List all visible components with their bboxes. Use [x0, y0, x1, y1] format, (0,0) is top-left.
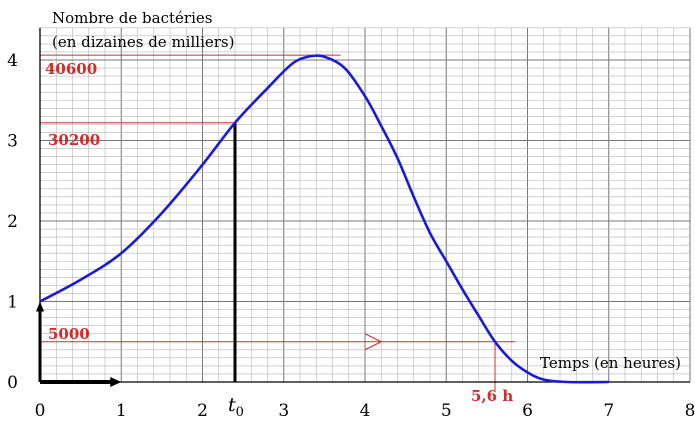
t0-tick-label: t0: [228, 394, 244, 420]
y-unit-arrowhead: [36, 301, 44, 312]
tick-labels: 0 1 2 3 4 5 6 7 8 0 1 2 3 4: [7, 51, 695, 421]
curve-layer: [39, 54, 609, 384]
low-time-label: 5,6 h: [471, 387, 513, 405]
low-guide-arrowhead: [364, 333, 383, 351]
bacteria-curve: [39, 54, 609, 384]
x-tick-label: 5: [441, 401, 452, 421]
x-tick-label: 3: [278, 401, 289, 421]
x-tick-label: 8: [685, 401, 695, 421]
grid: [39, 27, 691, 383]
x-tick-label: 4: [360, 401, 371, 421]
t0-subscript: 0: [236, 405, 244, 420]
y-tick-label: 1: [7, 293, 18, 313]
axes: [36, 27, 690, 387]
y-tick-label: 0: [7, 373, 18, 393]
low-value-label: 5000: [48, 325, 90, 343]
x-tick-label: 7: [603, 401, 614, 421]
y-tick-label: 4: [7, 51, 18, 71]
y-axis-label-line2: (en dizaines de milliers): [52, 33, 234, 51]
x-unit-arrowhead: [110, 377, 122, 387]
x-axis-label: Temps (en heures): [540, 354, 681, 372]
t0-symbol: t: [228, 394, 236, 416]
y-tick-label: 2: [7, 212, 18, 232]
annotation-lines: [40, 54, 516, 390]
x-tick-label: 2: [197, 401, 208, 421]
peak-value-label: 40600: [45, 60, 97, 78]
x-tick-label: 1: [116, 401, 127, 421]
x-tick-label: 0: [35, 401, 46, 421]
y-tick-label: 3: [7, 132, 18, 152]
t0-value-label: 30200: [48, 131, 100, 149]
x-tick-label: 6: [522, 401, 533, 421]
y-axis-label-line1: Nombre de bactéries: [52, 9, 212, 27]
